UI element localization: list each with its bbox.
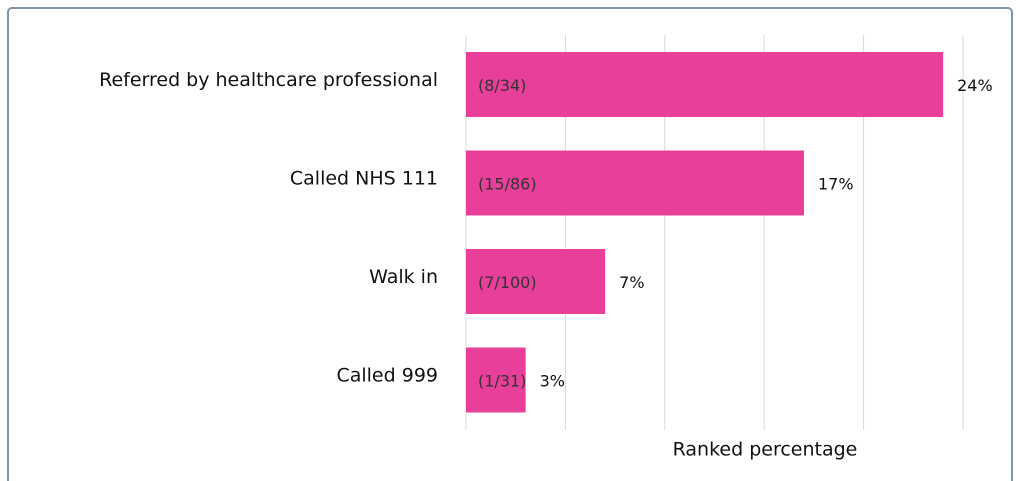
value-label: 3%	[540, 372, 565, 391]
bar	[466, 347, 526, 413]
category-label: Called NHS 111	[290, 168, 438, 190]
bar	[466, 249, 606, 314]
value-label: 24%	[957, 76, 993, 95]
category-label: Called 999	[336, 365, 438, 387]
bar	[466, 150, 804, 216]
category-label: Referred by healthcare professional	[99, 69, 438, 91]
frame	[7, 7, 1013, 481]
fraction-label: (1/31)	[478, 372, 526, 391]
fraction-label: (15/86)	[478, 175, 537, 194]
x-axis-label: Ranked percentage	[673, 439, 858, 461]
value-label: 17%	[818, 175, 854, 194]
category-label: Walk in	[369, 266, 438, 288]
bar	[466, 52, 944, 117]
fraction-label: (7/100)	[478, 273, 537, 292]
fraction-label: (8/34)	[478, 76, 526, 95]
value-label: 7%	[619, 273, 644, 292]
